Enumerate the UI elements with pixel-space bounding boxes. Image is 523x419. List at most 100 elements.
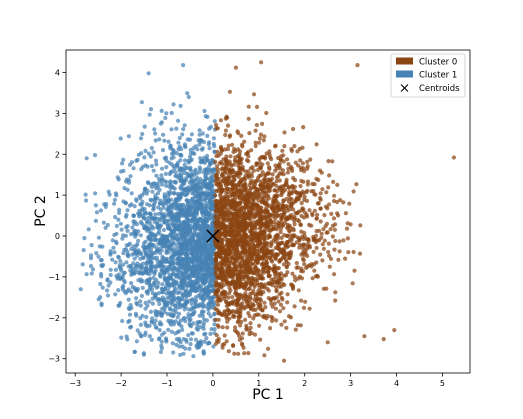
y-axis-label: PC 2 [33, 195, 49, 227]
cluster-1-point [92, 153, 98, 158]
cluster-0-point [292, 216, 297, 221]
cluster-1-point [173, 197, 178, 202]
cluster-1-point [202, 139, 207, 145]
cluster-1-point [143, 186, 148, 191]
cluster-0-point [248, 325, 253, 330]
cluster-0-point [289, 147, 294, 152]
cluster-1-point [162, 138, 167, 143]
cluster-0-point [215, 170, 221, 175]
cluster-0-point [336, 257, 341, 262]
cluster-1-point [176, 118, 181, 123]
cluster-1-point [178, 241, 183, 246]
cluster-0-point [262, 134, 267, 139]
cluster-1-point [196, 345, 202, 350]
cluster-0-point [283, 187, 288, 192]
cluster-0-point [213, 159, 218, 164]
cluster-0-point [214, 252, 219, 257]
cluster-1-point [156, 226, 162, 231]
cluster-0-point [285, 170, 290, 175]
cluster-0-point [296, 219, 302, 224]
cluster-0-point [240, 301, 245, 306]
cluster-0-point [237, 192, 242, 198]
cluster-0-point [311, 249, 316, 254]
cluster-0-point [224, 252, 229, 257]
cluster-1-point [132, 256, 137, 261]
cluster-1-point [173, 170, 178, 175]
cluster-1-point [207, 282, 212, 287]
cluster-0-point [227, 159, 232, 164]
cluster-0-point [249, 331, 254, 336]
cluster-1-point [140, 131, 145, 137]
cluster-0-point [292, 222, 297, 227]
cluster-1-point [203, 253, 208, 258]
cluster-1-point [173, 303, 178, 308]
cluster-1-point [181, 127, 186, 132]
cluster-1-point [167, 246, 172, 251]
cluster-1-point [206, 142, 211, 147]
cluster-1-point [207, 290, 212, 295]
cluster-1-point [139, 151, 144, 156]
cluster-0-point [302, 197, 307, 202]
cluster-0-point [252, 245, 257, 250]
cluster-0-point [261, 190, 266, 195]
cluster-0-point [267, 234, 272, 239]
cluster-1-point [181, 242, 187, 247]
cluster-1-point [94, 251, 99, 256]
cluster-0-point [280, 168, 286, 173]
cluster-1-point [121, 262, 126, 267]
cluster-0-point [287, 233, 292, 238]
cluster-0-point [299, 298, 304, 303]
cluster-0-point [298, 158, 303, 163]
cluster-0-point [298, 222, 303, 227]
cluster-0-point [262, 285, 267, 290]
cluster-0-point [218, 243, 223, 248]
cluster-1-point [173, 242, 178, 247]
cluster-0-point [228, 206, 234, 211]
cluster-1-point [140, 285, 145, 290]
cluster-0-point [266, 269, 271, 274]
cluster-1-point [145, 303, 150, 308]
cluster-1-point [169, 127, 174, 132]
cluster-0-point [256, 242, 261, 247]
cluster-1-point [184, 230, 189, 235]
cluster-1-point [208, 331, 213, 336]
cluster-1-point [175, 290, 180, 296]
cluster-0-point [233, 298, 238, 303]
cluster-0-point [303, 251, 308, 256]
cluster-0-point [345, 236, 350, 241]
cluster-1-point [162, 287, 167, 292]
cluster-1-point [210, 249, 215, 254]
cluster-0-point [240, 144, 245, 149]
cluster-0-point [282, 252, 287, 257]
cluster-0-point [265, 171, 270, 176]
cluster-1-point [185, 91, 190, 96]
cluster-0-point [253, 214, 258, 219]
cluster-0-point [264, 151, 269, 156]
cluster-0-point [231, 203, 236, 208]
cluster-1-point [199, 210, 205, 215]
cluster-1-point [188, 282, 193, 287]
cluster-0-point [245, 222, 250, 227]
cluster-0-point [236, 158, 241, 163]
cluster-0-point [279, 216, 284, 222]
cluster-1-point [159, 108, 164, 113]
cluster-0-point [223, 216, 228, 221]
y-tick-label: −3 [48, 355, 60, 364]
cluster-0-point [344, 226, 350, 231]
cluster-0-point [249, 275, 254, 280]
cluster-1-point [182, 162, 187, 167]
cluster-1-point [82, 236, 87, 241]
cluster-1-point [138, 316, 143, 321]
cluster-1-point [168, 222, 173, 227]
cluster-1-point [145, 289, 150, 294]
x-tick-label: 4 [394, 379, 399, 388]
cluster-0-point [260, 208, 265, 214]
cluster-0-point [226, 187, 231, 192]
cluster-0-point [242, 188, 247, 193]
cluster-0-point [308, 157, 313, 162]
cluster-1-point [160, 282, 165, 287]
cluster-0-point [251, 316, 256, 321]
cluster-0-point [227, 224, 232, 230]
cluster-1-point [174, 126, 179, 131]
cluster-1-point [211, 167, 216, 172]
